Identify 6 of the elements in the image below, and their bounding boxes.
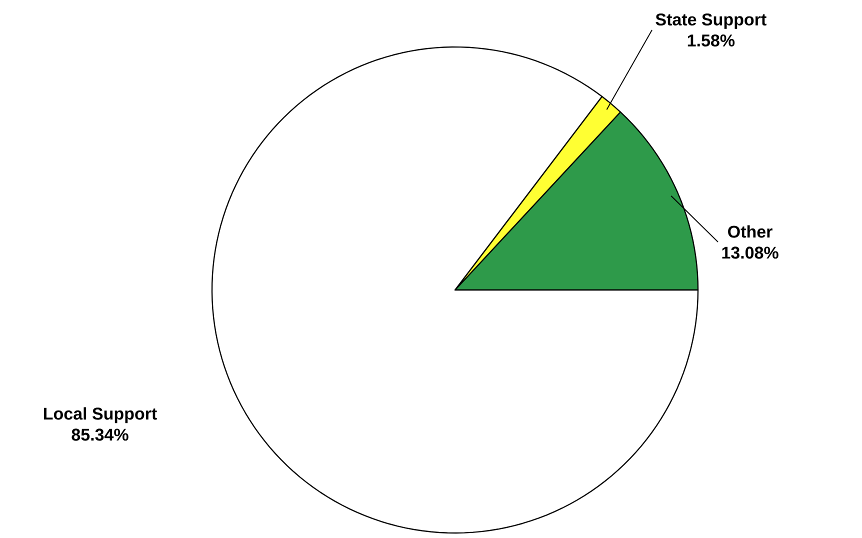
- data-label: 13.08%: [722, 246, 778, 259]
- slice-label: State Support: [656, 13, 766, 29]
- slice-label: Local Support: [44, 407, 157, 424]
- data-label: 85.34%: [72, 428, 128, 441]
- slice-label: Other: [728, 225, 772, 238]
- data-label: 1.58%: [688, 34, 735, 47]
